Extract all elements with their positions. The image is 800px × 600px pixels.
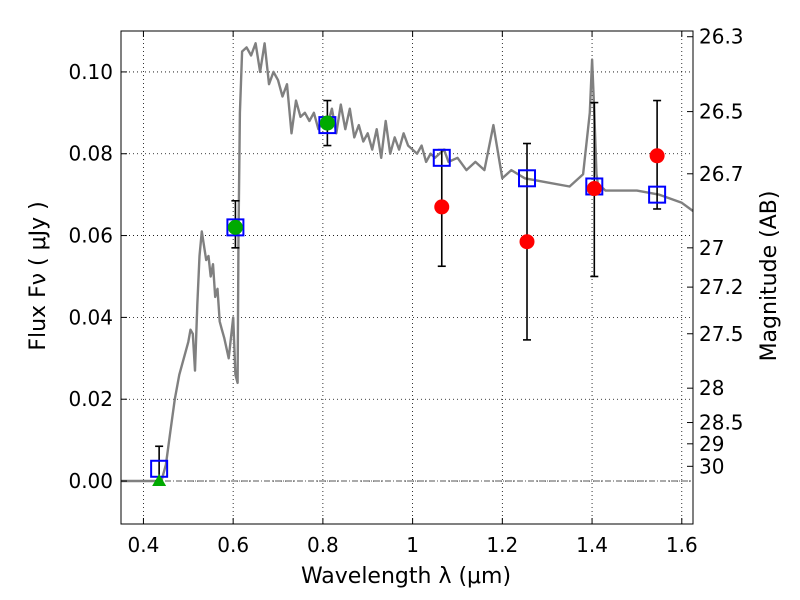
y-tick-label: 0.02	[68, 387, 113, 411]
y-axis-ticks: 0.00 0.02 0.04 0.06 0.08 0.10	[68, 60, 127, 493]
y-tick-label: 0.04	[68, 305, 113, 329]
filled-circle-point	[519, 234, 535, 250]
x-tick-label: 1.2	[486, 533, 518, 557]
y-axis-label-right: Magnitude (AB)	[757, 191, 782, 362]
grid-lines	[121, 31, 693, 524]
x-tick-label: 1	[406, 533, 419, 557]
right-tick-label: 27.2	[699, 275, 744, 299]
x-tick-label: 1.4	[576, 533, 608, 557]
filled-circle-point	[434, 199, 450, 215]
right-tick-label: 27	[699, 236, 724, 260]
open-square-point	[226, 218, 245, 237]
x-axis-label: Wavelength λ (μm)	[301, 564, 511, 589]
plot-area	[121, 42, 694, 483]
open-square-point	[518, 169, 537, 188]
right-tick-label: 28.5	[699, 411, 744, 435]
filled-circle-point	[319, 115, 335, 131]
right-tick-label: 26.3	[699, 25, 744, 49]
y-tick-label: 0.10	[68, 60, 113, 84]
model-spectrum-line	[121, 42, 694, 483]
right-tick-label: 27.5	[699, 322, 744, 346]
data-marks	[150, 99, 667, 487]
right-tick-label: 26.5	[699, 100, 744, 124]
right-tick-label: 28	[699, 376, 724, 400]
triangle-point	[152, 474, 167, 487]
open-square-point	[432, 148, 451, 167]
right-tick-label: 29	[699, 432, 724, 456]
x-tick-label: 0.4	[128, 533, 160, 557]
y-tick-label: 0.00	[68, 469, 113, 493]
y-tick-label: 0.06	[68, 224, 113, 248]
open-square-point	[648, 185, 667, 204]
filled-circle-point	[586, 181, 602, 197]
x-tick-label: 1.6	[666, 533, 698, 557]
filled-circle-point	[649, 148, 665, 164]
filled-circle-point	[227, 219, 243, 235]
y-tick-label: 0.08	[68, 142, 113, 166]
y-axis-label-left: Flux Fν ( μJy )	[26, 201, 51, 350]
right-tick-label: 30	[699, 454, 724, 478]
x-axis-ticks: 0.4 0.6 0.8 1 1.2 1.4 1.6	[128, 31, 698, 557]
right-tick-label: 26.7	[699, 162, 744, 186]
x-tick-label: 0.8	[307, 533, 339, 557]
x-tick-label: 0.6	[217, 533, 249, 557]
plot-frame	[120, 30, 694, 525]
